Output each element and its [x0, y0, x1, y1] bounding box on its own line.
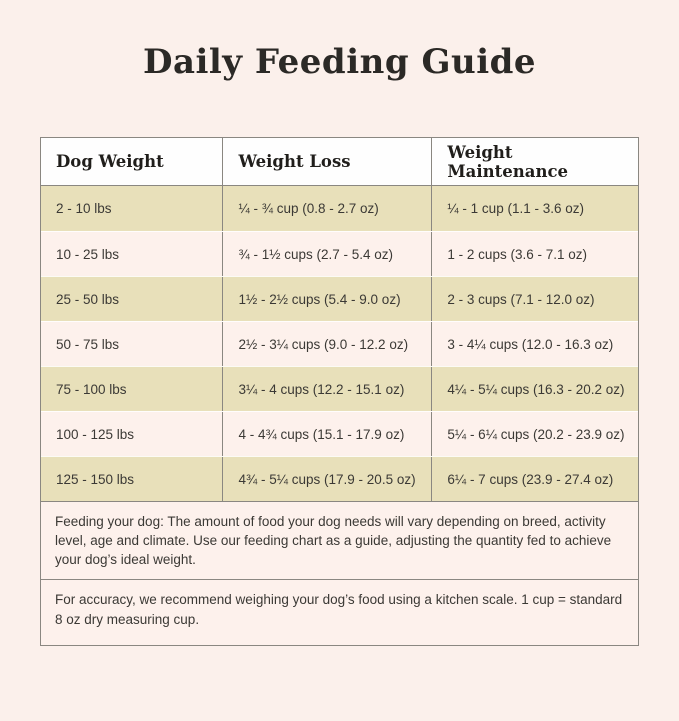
cell-dog-weight: 75 - 100 lbs [56, 381, 127, 397]
cell-weight-loss: 4 - 4¾ cups (15.1 - 17.9 oz) [222, 412, 431, 456]
cell-weight-maintenance: 4¼ - 5¼ cups (16.3 - 20.2 oz) [431, 367, 638, 411]
accuracy-note: For accuracy, we recommend weighing your… [41, 579, 638, 646]
table-row: 125 - 150 lbs 4¾ - 5¼ cups (17.9 - 20.5 … [41, 456, 638, 501]
cell-weight-loss: 2½ - 3¼ cups (9.0 - 12.2 oz) [222, 322, 431, 366]
feeding-guide-table: Dog Weight Weight Loss Weight Maintenanc… [40, 137, 639, 647]
cell-weight-loss: 4¾ - 5¼ cups (17.9 - 20.5 oz) [222, 457, 431, 501]
cell-weight-loss: ¾ - 1½ cups (2.7 - 5.4 oz) [222, 232, 431, 276]
cell-dog-weight: 100 - 125 lbs [56, 426, 135, 442]
column-header-weight-maintenance: Weight Maintenance [431, 138, 638, 185]
table-row: 10 - 25 lbs ¾ - 1½ cups (2.7 - 5.4 oz) 1… [41, 231, 638, 276]
cell-weight-maintenance: 5¼ - 6¼ cups (20.2 - 23.9 oz) [431, 412, 638, 456]
table-row: 100 - 125 lbs 4 - 4¾ cups (15.1 - 17.9 o… [41, 411, 638, 456]
column-header-weight-loss: Weight Loss [222, 138, 431, 185]
feeding-note: Feeding your dog: The amount of food you… [41, 501, 638, 580]
page-title: Daily Feeding Guide [142, 42, 537, 82]
cell-weight-loss: ¼ - ¾ cup (0.8 - 2.7 oz) [222, 186, 431, 231]
cell-dog-weight: 125 - 150 lbs [56, 471, 135, 487]
table-row: 25 - 50 lbs 1½ - 2½ cups (5.4 - 9.0 oz) … [41, 276, 638, 321]
table-header-row: Dog Weight Weight Loss Weight Maintenanc… [41, 138, 638, 186]
cell-weight-maintenance: 6¼ - 7 cups (23.9 - 27.4 oz) [431, 457, 638, 501]
table-row: 75 - 100 lbs 3¼ - 4 cups (12.2 - 15.1 oz… [41, 366, 638, 411]
cell-dog-weight: 10 - 25 lbs [56, 246, 120, 262]
table-row: 50 - 75 lbs 2½ - 3¼ cups (9.0 - 12.2 oz)… [41, 321, 638, 366]
table-row: 2 - 10 lbs ¼ - ¾ cup (0.8 - 2.7 oz) ¼ - … [41, 186, 638, 231]
cell-dog-weight: 2 - 10 lbs [56, 201, 112, 216]
cell-weight-maintenance: ¼ - 1 cup (1.1 - 3.6 oz) [431, 186, 638, 231]
cell-dog-weight: 25 - 50 lbs [56, 291, 120, 307]
cell-weight-maintenance: 2 - 3 cups (7.1 - 12.0 oz) [431, 277, 638, 321]
cell-weight-maintenance: 1 - 2 cups (3.6 - 7.1 oz) [431, 232, 638, 276]
cell-dog-weight: 50 - 75 lbs [56, 336, 120, 352]
cell-weight-loss: 3¼ - 4 cups (12.2 - 15.1 oz) [222, 367, 431, 411]
cell-weight-loss: 1½ - 2½ cups (5.4 - 9.0 oz) [222, 277, 431, 321]
cell-weight-maintenance: 3 - 4¼ cups (12.0 - 16.3 oz) [431, 322, 638, 366]
column-header-dog-weight: Dog Weight [56, 152, 164, 171]
